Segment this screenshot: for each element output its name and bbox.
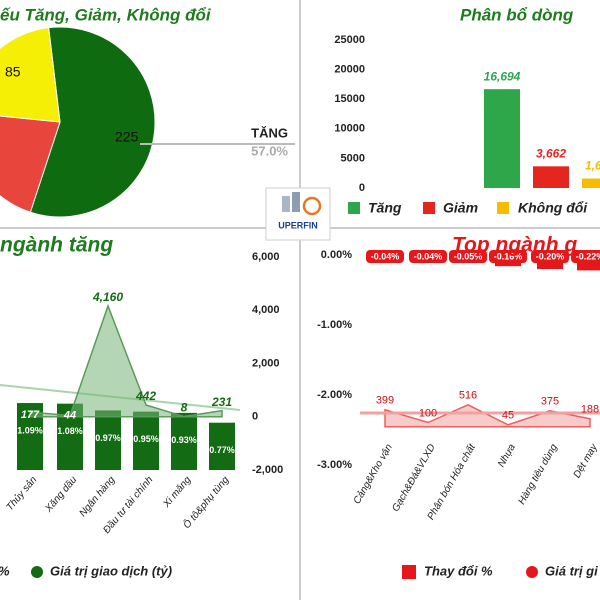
legend-label: Giá trị gi bbox=[545, 563, 598, 578]
percent-badge bbox=[409, 250, 447, 263]
chart-title: ếu Tăng, Giảm, Không đổi bbox=[0, 5, 212, 24]
y2-tick-label: 6,000 bbox=[252, 251, 280, 263]
bar bbox=[484, 89, 520, 188]
chart-title: Phân bổ dòng bbox=[460, 5, 574, 24]
chart-title: ngành tăng bbox=[0, 234, 113, 257]
slice-label: 225 bbox=[115, 129, 139, 145]
percent-badge bbox=[489, 250, 527, 263]
y-tick-label: 25000 bbox=[334, 34, 365, 46]
percent-label: -0.20% bbox=[536, 251, 565, 261]
legend-label: % bbox=[0, 563, 10, 578]
value-label: 4,160 bbox=[92, 290, 123, 304]
bar bbox=[533, 166, 569, 188]
value-label: 399 bbox=[376, 395, 394, 407]
value-label: 177 bbox=[21, 409, 40, 421]
y-tick-label: 10000 bbox=[334, 123, 365, 135]
legend-swatch bbox=[348, 202, 360, 214]
pie-slice bbox=[29, 26, 156, 218]
y-tick-label: 20000 bbox=[334, 64, 365, 76]
percent-badge bbox=[571, 250, 600, 263]
bar bbox=[582, 178, 600, 188]
value-label: 100 bbox=[419, 407, 437, 419]
percent-label: 1.08% bbox=[57, 426, 83, 436]
percent-badge bbox=[366, 250, 404, 263]
y-tick-label: 15000 bbox=[334, 93, 365, 105]
percent-label: -0.04% bbox=[371, 251, 400, 261]
value-label: 516 bbox=[459, 390, 477, 402]
value-label: 231 bbox=[211, 395, 232, 409]
percent-label: -0.04% bbox=[414, 251, 443, 261]
logo-icon bbox=[282, 196, 290, 212]
bar-label: 3,662 bbox=[536, 146, 566, 160]
percent-label: 0.95% bbox=[133, 434, 159, 444]
value-label: 442 bbox=[135, 389, 156, 403]
percent-label: -0.16% bbox=[494, 251, 523, 261]
logo-box bbox=[265, 187, 331, 241]
percent-label: 0.77% bbox=[209, 445, 235, 455]
percent-label: -0.05% bbox=[454, 251, 483, 261]
bar bbox=[171, 412, 197, 470]
percent-badge bbox=[449, 250, 487, 263]
value-label: 45 bbox=[502, 410, 514, 422]
percent-badge bbox=[531, 250, 569, 263]
y2-tick-label: 4,000 bbox=[252, 304, 280, 316]
value-label: 44 bbox=[63, 410, 76, 422]
y2-tick-label: -2,000 bbox=[252, 464, 283, 476]
bar bbox=[209, 422, 235, 470]
y-tick-label: -1.00% bbox=[317, 319, 352, 331]
slice-name: TĂNG bbox=[251, 125, 288, 140]
percent-label: 1.09% bbox=[17, 425, 43, 435]
legend-label: Tăng bbox=[368, 200, 402, 216]
value-area bbox=[29, 303, 223, 418]
logo-text: UPERFIN bbox=[278, 220, 318, 230]
bar bbox=[95, 410, 121, 470]
y-tick-label: 0 bbox=[359, 182, 365, 194]
slice-percent: 57.0% bbox=[251, 143, 288, 158]
legend-label: Thay đổi % bbox=[424, 563, 493, 578]
logo-icon bbox=[302, 196, 322, 216]
percent-label: 0.93% bbox=[171, 435, 197, 445]
legend-label: Giảm bbox=[443, 200, 478, 216]
pie-slice bbox=[0, 27, 61, 123]
y-tick-label: 5000 bbox=[341, 152, 365, 164]
slice-label: 85 bbox=[5, 64, 21, 80]
y-tick-label: -2.00% bbox=[317, 389, 352, 401]
pie-slice bbox=[0, 115, 61, 213]
legend-label: Không đổi bbox=[518, 200, 588, 216]
y2-tick-label: 2,000 bbox=[252, 357, 280, 369]
value-label: 375 bbox=[541, 396, 559, 408]
y-tick-label: -3.00% bbox=[317, 459, 352, 471]
bar-label: 1,6 bbox=[585, 159, 600, 173]
y2-tick-label: 0 bbox=[252, 411, 258, 423]
legend-swatch bbox=[497, 202, 509, 214]
y-tick-label: 0.00% bbox=[321, 249, 352, 261]
chart-title: Top ngành g bbox=[452, 234, 577, 257]
value-label: 188 bbox=[581, 404, 599, 416]
legend-label: Giá trị giao dịch (tỷ) bbox=[50, 563, 172, 578]
legend-swatch bbox=[31, 566, 43, 578]
legend-swatch bbox=[526, 566, 538, 578]
bar bbox=[133, 411, 159, 470]
percent-label: 0.97% bbox=[95, 433, 121, 443]
legend-swatch bbox=[402, 565, 416, 579]
logo-icon bbox=[292, 192, 300, 212]
legend-swatch bbox=[423, 202, 435, 214]
value-label: 8 bbox=[181, 401, 188, 415]
bar-label: 16,694 bbox=[484, 69, 521, 83]
percent-label: -0.22% bbox=[576, 251, 600, 261]
